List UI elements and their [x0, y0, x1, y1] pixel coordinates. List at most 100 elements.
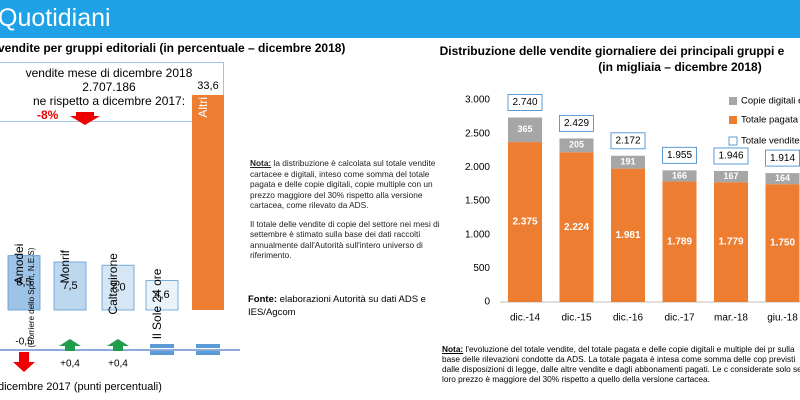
note: Nota: l'evoluzione del totale vendite, d… [442, 344, 800, 384]
note-text: l'evoluzione del totale vendite, del tot… [442, 344, 800, 384]
bar-segment [765, 184, 800, 302]
segment-label: 2.375 [512, 217, 537, 228]
x-tick-label: dic.-17 [664, 313, 694, 324]
y-tick-label: 1.500 [465, 196, 490, 207]
total-label: 2.740 [512, 97, 537, 108]
note-heading: Nota: [250, 158, 272, 168]
total-box [610, 132, 646, 150]
segment-label: 164 [775, 173, 790, 183]
bar-segment [714, 170, 748, 183]
change-equal [150, 351, 174, 355]
change-arrow [13, 352, 35, 372]
bar-segment [611, 168, 645, 302]
x-tick-label: dic.-15 [561, 313, 591, 324]
bar [101, 264, 135, 311]
change-equal [196, 351, 220, 355]
change-label: +0,4 [108, 359, 128, 370]
value-label: 7,0 [110, 282, 125, 294]
value-label: 7,5 [62, 280, 77, 292]
segment-label: 166 [672, 170, 687, 180]
bar-segment [559, 152, 594, 302]
total-label: 1.946 [718, 151, 743, 162]
change-arrow [107, 339, 129, 351]
source-heading: Fonte: [248, 294, 278, 305]
bar [192, 94, 224, 311]
note: Nota: la distribuzione è calcolata sul t… [250, 158, 445, 269]
summary-change: -8% [37, 108, 59, 122]
category-label: Caltagirone [106, 253, 120, 315]
legend-label: Totale vendite [741, 136, 800, 147]
category-sublabel: (Corriere dello Sport, N.E.S) [27, 247, 36, 347]
segment-label: 2.224 [564, 222, 589, 233]
summary-line: 2.707.186 [82, 80, 136, 94]
segment-label: 1.750 [770, 238, 795, 249]
total-box [662, 146, 697, 164]
note-text: Il totale delle vendite di copie del set… [250, 218, 440, 261]
change-equal [150, 344, 174, 348]
x-tick-label: dic.-14 [510, 313, 540, 324]
note-text: la distribuzione è calcolata sul totale … [250, 158, 436, 210]
changes-caption: dicembre 2017 (punti percentuali) [0, 381, 162, 393]
total-box [559, 114, 594, 132]
y-tick-label: 1.000 [465, 229, 490, 240]
segment-label: 191 [620, 157, 635, 167]
change-arrow [59, 339, 81, 351]
value-label: 8,5 [16, 277, 31, 289]
bar [7, 255, 41, 311]
total-box [507, 94, 543, 112]
bar [53, 261, 87, 311]
chart-title: vendite per gruppi editoriali (in percen… [0, 41, 345, 55]
legend-swatch [728, 136, 738, 146]
segment-label: 365 [517, 124, 532, 134]
summary-box: vendite mese di dicembre 2018 2.707.186 … [0, 62, 224, 122]
segment-label: 167 [723, 171, 738, 181]
source-text: elaborazioni Autorità su dati ADS e IES/… [248, 294, 426, 318]
bar [145, 280, 179, 311]
summary-line: ne rispetto a dicembre 2017: [32, 94, 186, 108]
legend-label: Copie digitali e [741, 96, 800, 107]
bar-segment [508, 117, 542, 143]
category-label: Altri [196, 97, 210, 118]
change-equal [196, 344, 220, 348]
segment-label: 1.779 [718, 237, 743, 248]
bar-segment [508, 142, 542, 302]
category-label: Amodei [12, 244, 26, 285]
summary-line: vendite mese di dicembre 2018 [25, 66, 193, 80]
y-tick-label: 2.000 [465, 162, 490, 173]
total-label: 2.429 [564, 118, 589, 129]
y-tick-label: 0 [484, 297, 490, 308]
header-bar: Quotidiani [0, 0, 800, 38]
bar-segment [714, 182, 748, 302]
bar-segment [662, 170, 697, 182]
legend-label: Totale pagata [741, 115, 799, 126]
source: Fonte: elaborazioni Autorità su dati ADS… [248, 293, 448, 319]
change-label: -0,5 [15, 337, 33, 348]
bar-segment [559, 138, 594, 153]
legend-swatch [729, 97, 737, 105]
total-label: 2.172 [615, 135, 640, 146]
change-label: +0,4 [60, 359, 80, 370]
bar-segment [662, 181, 697, 302]
total-label: 1.955 [667, 150, 692, 161]
value-label: 33,6 [197, 80, 218, 92]
segment-label: 205 [569, 140, 584, 150]
x-tick-label: giu.-18 [767, 313, 798, 324]
x-tick-label: mar.-18 [714, 313, 748, 324]
x-tick-label: dic.-16 [613, 313, 643, 324]
segment-label: 1.789 [667, 236, 692, 247]
y-tick-label: 2.500 [465, 128, 490, 139]
category-label: Monrif [58, 249, 72, 283]
y-tick-label: 3.000 [465, 95, 490, 106]
bar-segment [611, 155, 645, 169]
total-box [713, 147, 749, 165]
chart-title: (in migliaia – dicembre 2018) [598, 60, 761, 74]
bar-segment [765, 173, 800, 185]
segment-label: 1.981 [615, 230, 640, 241]
total-label: 1.914 [770, 153, 795, 164]
chart-title: Distribuzione delle vendite giornaliere … [440, 44, 785, 58]
y-tick-label: 500 [473, 263, 490, 274]
decline-arrow [70, 112, 100, 125]
category-label: Il Sole 24 ore [150, 268, 164, 339]
